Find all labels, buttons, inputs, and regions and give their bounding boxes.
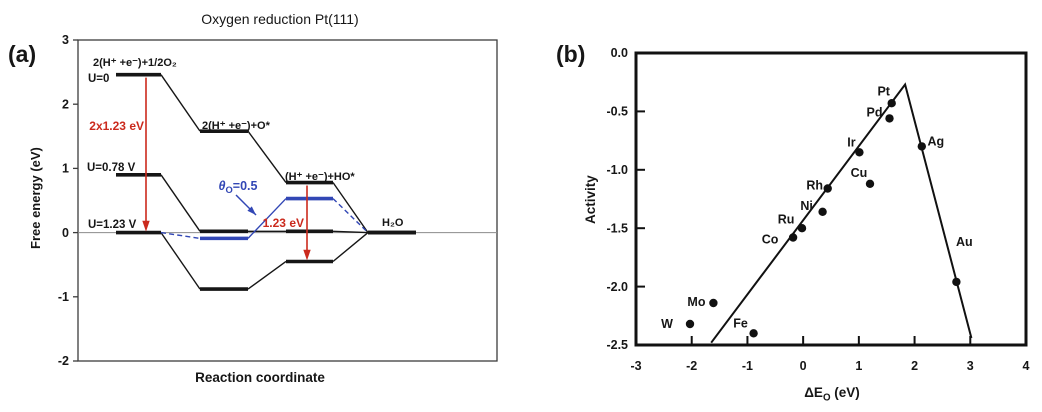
panel-b-tag: (b) [556,41,586,67]
panel-b-ytick-label: -2.0 [606,280,628,294]
panel-a-ytick-label: 3 [62,33,69,47]
data-point-label-Fe: Fe [733,317,748,331]
panel-a-energy-gap-arrowhead-1 [303,249,311,261]
data-point-label-Pt: Pt [877,84,890,98]
panel-a-ytick-label: 2 [62,97,69,111]
panel-b-xtick-label: 3 [967,359,974,373]
panel-a-series-3-connector [332,198,369,234]
panel-b-y-axis-label: Activity [583,175,598,225]
panel-b-frame [634,51,1028,347]
panel-a-series-2-connector [247,260,287,290]
data-point-label-Mo: Mo [687,295,705,309]
panel-b-xtick-label: 2 [911,359,918,373]
data-point-Ir [855,148,864,157]
panel-b-ytick-label: -1.5 [606,221,628,235]
panel-b-xtick-label: 0 [800,359,807,373]
panel-a-series-2-connector [160,232,201,290]
panel-a-state-label-2: (H⁺ +e⁻)+HO* [285,171,355,183]
data-point-label-Ir: Ir [847,135,855,149]
data-point-label-Ag: Ag [927,135,944,149]
panel-a-x-axis-label: Reaction coordinate [195,370,325,385]
panel-b-xtick-label: 1 [855,359,862,373]
data-point-label-Au: Au [956,235,973,249]
panel-a-state-label-0: 2(H⁺ +e⁻)+1/2O₂ [93,57,177,69]
data-point-Au [952,277,961,287]
data-point-Co [788,233,798,242]
panel-a-series-0-connector [160,74,201,132]
panel-a-ytick-label: -2 [58,354,69,368]
panel-a-coverage-arrowhead [247,206,256,215]
panel-a-series-1-potential-label: U=0.78 V [87,162,136,174]
panel-a-energy-gap-label-1: 1.23 eV [263,216,304,230]
panel-b-x-axis-label: ΔEO (eV) [804,385,860,404]
data-point-label-Rh: Rh [806,179,823,193]
panel-b-xtick-label: -2 [686,359,697,373]
data-point-label-Co: Co [762,233,779,247]
panel-a-series-2-connector [332,232,369,263]
panel-a-ytick-label: 0 [62,226,69,240]
data-point-Ni [818,207,827,216]
panel-a-series-3-connector [247,198,287,239]
data-point-W [685,319,695,329]
panel-b-ytick-label: 0.0 [611,46,628,60]
panel-a-series-3-connector [160,231,201,240]
panel-a-energy-gap-arrowhead-0 [142,220,150,232]
panel-b-xtick-label: -1 [742,359,753,373]
data-point-Mo [709,298,718,308]
panel-b-xtick-label: -3 [630,359,641,373]
panel-a-series-1-connector [160,174,201,232]
panel-a-coverage-label: θO=0.5 [219,179,258,195]
panel-a-tag: (a) [8,41,37,67]
panel-a-frame [77,39,498,362]
panel-a-state-label-3: H₂O [382,217,404,229]
panel-a-ytick-label: -1 [58,290,69,304]
panel-b-ytick-label: -1.0 [606,163,628,177]
data-point-label-Ru: Ru [778,212,795,226]
data-point-Cu [865,179,875,188]
data-point-Fe [749,329,758,338]
panel-a-series-0-connector [332,182,369,234]
data-point-Ru [797,224,807,233]
panel-a-ytick-label: 1 [62,162,69,176]
panel-a-state-label-1: 2(H⁺ +e⁻)+O* [202,120,271,132]
panel-a-energy-gap-label-0: 2x1.23 eV [89,119,144,133]
panel-b-xtick-label: 4 [1023,359,1030,373]
data-point-label-Pd: Pd [867,106,883,120]
data-point-label-Cu: Cu [851,166,868,180]
panel-a-y-axis-label: Free energy (eV) [28,147,43,249]
panel-b-ytick-label: -0.5 [606,105,628,119]
data-point-label-W: W [661,317,673,331]
data-point-Rh [823,184,832,193]
data-point-Ag [917,142,926,151]
data-point-label-Ni: Ni [800,199,813,213]
panel-a-series-0-connector [247,130,287,183]
panel-a-series-0-potential-label: U=0 [88,73,109,85]
panel-a-series-1-connector [332,230,369,234]
data-point-Pd [885,114,894,123]
volcano-line [710,82,973,344]
data-point-Pt [887,99,896,108]
panel-a-series-2-potential-label: U=1.23 V [88,219,137,231]
panel-b-ytick-label: -2.5 [606,338,628,352]
panel-a-title: Oxygen reduction Pt(111) [201,11,359,27]
